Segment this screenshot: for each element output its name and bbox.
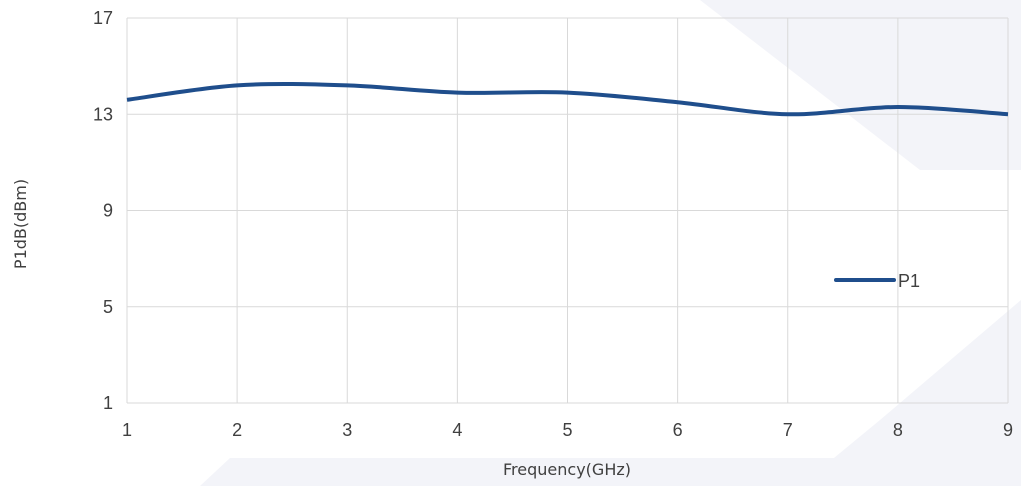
series-line-p1 bbox=[126, 81, 1009, 117]
x-axis-ticks: 1 2 3 4 5 6 7 8 9 bbox=[122, 420, 1013, 440]
y-axis-title: P1dB(dBm) bbox=[11, 179, 30, 269]
y-tick-label: 9 bbox=[103, 201, 113, 221]
x-tick-label: 9 bbox=[1003, 420, 1013, 440]
x-tick-label: 7 bbox=[783, 420, 793, 440]
gridlines bbox=[126, 17, 1009, 404]
series-lines bbox=[126, 81, 1009, 117]
y-tick-label: 1 bbox=[103, 393, 113, 413]
y-tick-label: 13 bbox=[93, 104, 113, 124]
x-tick-label: 8 bbox=[893, 420, 903, 440]
y-tick-label: 17 bbox=[93, 8, 113, 28]
y-tick-label: 5 bbox=[103, 297, 113, 317]
x-tick-label: 3 bbox=[342, 420, 352, 440]
x-tick-label: 6 bbox=[673, 420, 683, 440]
legend: P1 bbox=[834, 271, 920, 291]
x-tick-label: 1 bbox=[122, 420, 132, 440]
x-tick-label: 4 bbox=[452, 420, 462, 440]
y-axis-ticks: 1 5 9 13 17 bbox=[93, 8, 113, 413]
x-tick-label: 2 bbox=[232, 420, 242, 440]
x-tick-label: 5 bbox=[562, 420, 572, 440]
x-axis-title: Frequency(GHz) bbox=[503, 460, 631, 479]
legend-label-p1: P1 bbox=[898, 271, 920, 291]
